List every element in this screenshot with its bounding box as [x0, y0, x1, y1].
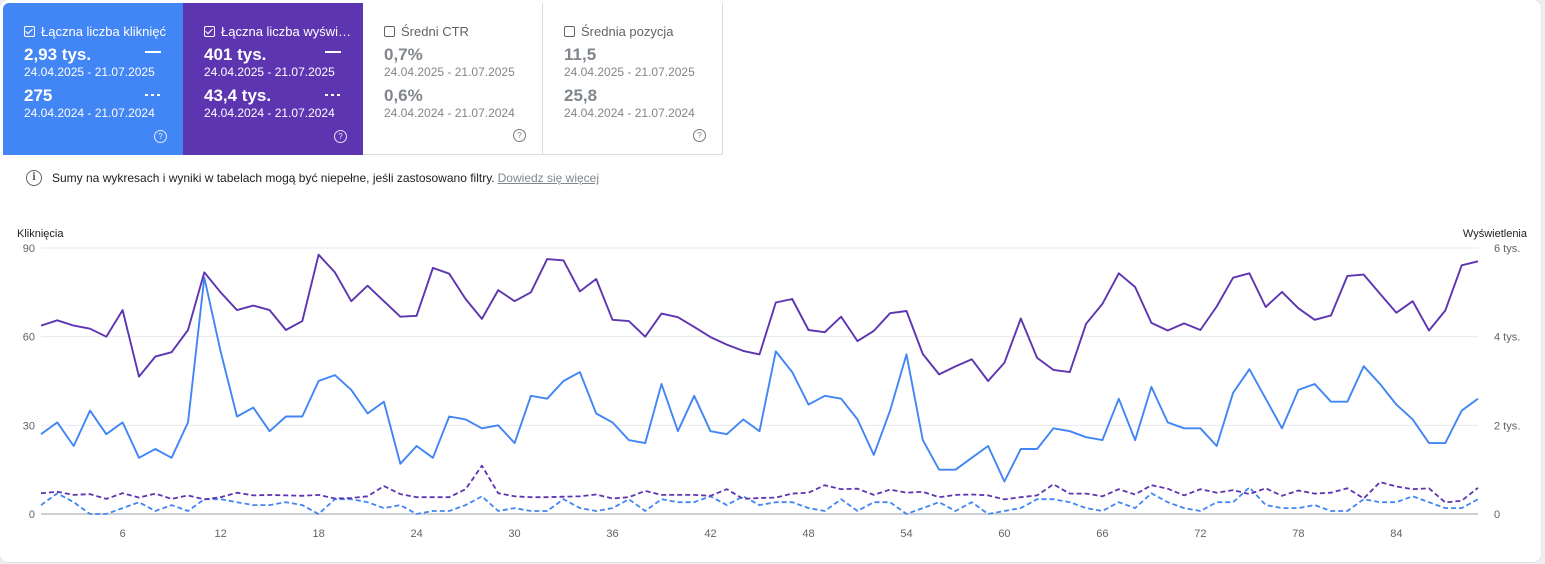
- y-left-tick-label: 0: [29, 509, 35, 521]
- metric-cards: Łączna liczba kliknięć 2,93 tys. 24.04.2…: [3, 3, 723, 155]
- y-right-axis-title: Wyświetlenia: [1463, 228, 1528, 240]
- metric-compare-value: 275: [24, 86, 53, 105]
- metric-compare-value: 43,4 tys.: [204, 86, 272, 105]
- metric-card-position[interactable]: Średnia pozycja 11,5 24.04.2025 - 21.07.…: [543, 3, 723, 155]
- metric-label: Łączna liczba wyświ…: [221, 23, 352, 39]
- help-icon[interactable]: ?: [693, 129, 706, 142]
- learn-more-link[interactable]: Dowiedz się więcej: [497, 171, 600, 185]
- metric-date-range: 24.04.2025 - 21.07.2025: [564, 65, 695, 79]
- y-left-tick-label: 60: [23, 332, 35, 344]
- y-left-axis-title: Kliknięcia: [17, 228, 64, 240]
- metric-date-range: 24.04.2025 - 21.07.2025: [384, 65, 515, 79]
- x-tick-label: 36: [606, 528, 618, 540]
- dashed-line-legend-icon: [145, 94, 161, 96]
- x-tick-label: 6: [120, 528, 126, 540]
- help-icon[interactable]: ?: [154, 130, 167, 143]
- help-icon[interactable]: ?: [334, 130, 347, 143]
- checkbox-checked-icon[interactable]: [204, 25, 215, 37]
- metric-compare-value: 25,8: [564, 86, 598, 105]
- x-tick-label: 66: [1096, 528, 1108, 540]
- info-text: Sumy na wykresach i wyniki w tabelach mo…: [52, 171, 495, 185]
- series-line-clicks-solid: [40, 276, 1479, 483]
- filter-info-banner: i Sumy na wykresach i wyniki w tabelach …: [26, 170, 599, 186]
- x-tick-label: 78: [1292, 528, 1304, 540]
- y-right-tick-label: 6 tys.: [1494, 243, 1520, 255]
- metric-compare-date-range: 24.04.2024 - 21.07.2024: [204, 106, 335, 120]
- x-tick-label: 54: [900, 528, 912, 540]
- checkbox-checked-icon[interactable]: [24, 25, 35, 37]
- metric-card-impressions[interactable]: Łączna liczba wyświ… 401 tys. 24.04.2025…: [183, 3, 363, 155]
- x-tick-label: 48: [802, 528, 814, 540]
- metric-compare-value: 0,6%: [384, 86, 423, 105]
- metric-compare-date-range: 24.04.2024 - 21.07.2024: [384, 106, 515, 120]
- metric-date-range: 24.04.2025 - 21.07.2025: [24, 65, 155, 79]
- x-tick-label: 60: [998, 528, 1010, 540]
- metric-value: 2,93 tys.: [24, 45, 92, 64]
- metric-date-range: 24.04.2025 - 21.07.2025: [204, 65, 335, 79]
- y-right-tick-label: 0: [1494, 509, 1500, 521]
- x-tick-label: 12: [215, 528, 227, 540]
- metric-label: Średnia pozycja: [581, 23, 674, 39]
- series-line-impressions-dashed: [40, 464, 1479, 504]
- checkbox-unchecked-icon[interactable]: [384, 25, 395, 37]
- info-icon: i: [26, 170, 42, 186]
- x-tick-label: 72: [1194, 528, 1206, 540]
- metric-compare-date-range: 24.04.2024 - 21.07.2024: [24, 106, 155, 120]
- x-tick-label: 30: [508, 528, 520, 540]
- x-tick-label: 24: [410, 528, 422, 540]
- metric-card-clicks[interactable]: Łączna liczba kliknięć 2,93 tys. 24.04.2…: [3, 3, 183, 155]
- x-tick-label: 42: [704, 528, 716, 540]
- y-left-tick-label: 30: [23, 420, 35, 432]
- metric-compare-date-range: 24.04.2024 - 21.07.2024: [564, 106, 695, 120]
- metric-value: 11,5: [564, 45, 597, 64]
- y-right-tick-label: 4 tys.: [1494, 332, 1520, 344]
- metric-value: 401 tys.: [204, 45, 267, 64]
- metric-label: Średni CTR: [401, 23, 469, 39]
- help-icon[interactable]: ?: [513, 129, 526, 142]
- metric-label: Łączna liczba kliknięć: [41, 23, 167, 39]
- solid-line-legend-icon: [145, 51, 161, 53]
- y-right-tick-label: 2 tys.: [1494, 420, 1520, 432]
- dashed-line-legend-icon: [325, 94, 341, 96]
- solid-line-legend-icon: [325, 51, 341, 53]
- y-left-tick-label: 90: [23, 243, 35, 255]
- x-tick-label: 18: [312, 528, 324, 540]
- metric-card-ctr[interactable]: Średni CTR 0,7% 24.04.2025 - 21.07.2025 …: [363, 3, 543, 155]
- x-tick-label: 84: [1390, 528, 1402, 540]
- checkbox-unchecked-icon[interactable]: [564, 25, 575, 37]
- series-line-clicks-dashed: [40, 486, 1479, 515]
- metric-value: 0,7%: [384, 45, 423, 64]
- series-line-impressions-solid: [40, 253, 1479, 382]
